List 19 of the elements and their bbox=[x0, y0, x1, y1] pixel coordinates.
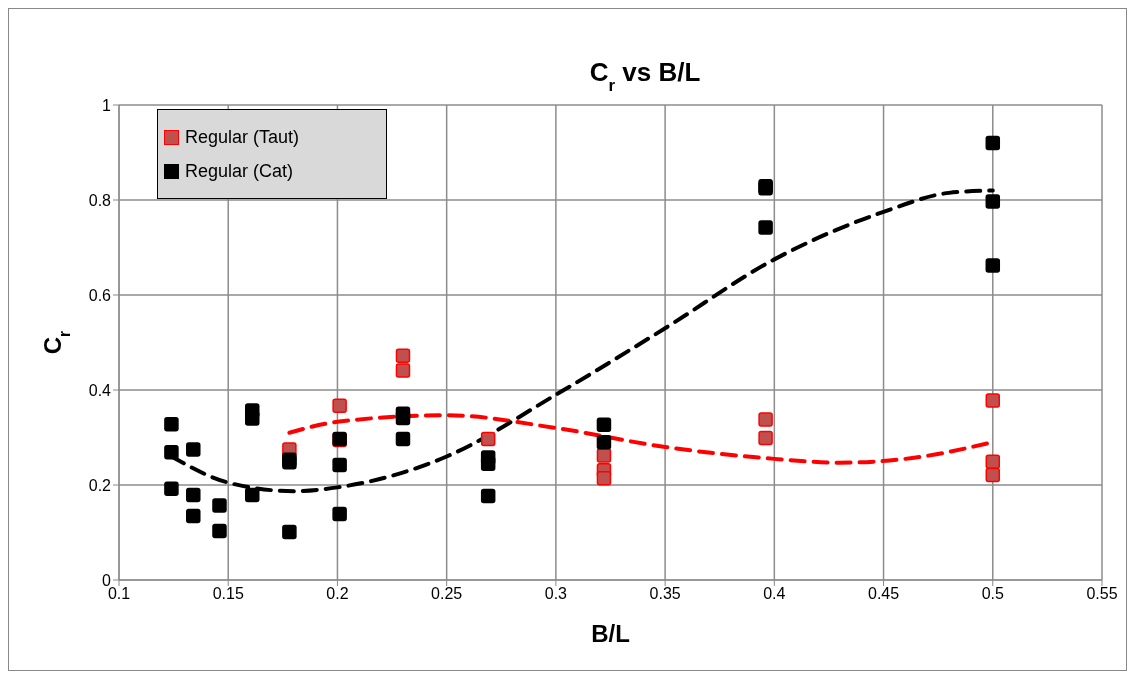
legend-label: Regular (Cat) bbox=[185, 160, 294, 183]
x-tick-label: 0.45 bbox=[867, 585, 900, 603]
y-tick-label: 0.8 bbox=[88, 191, 112, 209]
x-tick-label: 0.3 bbox=[544, 585, 568, 603]
y-tick-label: 1 bbox=[102, 96, 112, 114]
x-tick-label: 0.25 bbox=[431, 585, 463, 603]
chart-title: C$_{r}$ vs B/L bbox=[589, 57, 701, 95]
x-tick-label: 0.35 bbox=[649, 585, 681, 603]
x-tick-label: 0.55 bbox=[1086, 585, 1118, 603]
y-tick-label: 0.4 bbox=[88, 381, 112, 399]
x-tick-label: 0.2 bbox=[326, 585, 349, 603]
x-tick-label: 0.5 bbox=[981, 585, 1004, 603]
y-tick-label: 0.2 bbox=[88, 476, 112, 494]
y-tick-label: 0.6 bbox=[88, 286, 112, 304]
legend-label: Regular (Taut) bbox=[185, 126, 300, 149]
x-tick-label: 0.15 bbox=[212, 585, 244, 603]
x-tick-label: 0.1 bbox=[107, 585, 131, 603]
x-tick-label: 0.4 bbox=[763, 585, 786, 603]
x-axis-title: B/L bbox=[591, 620, 630, 647]
